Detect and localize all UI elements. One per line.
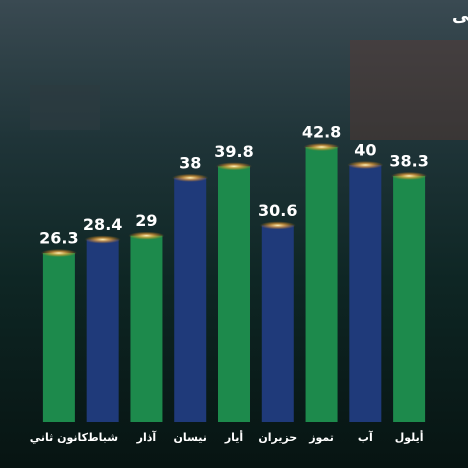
- bar: [393, 175, 426, 422]
- value-label: 28.4: [83, 215, 122, 234]
- x-tick-label: تموز: [308, 431, 334, 444]
- value-label: 29: [135, 211, 157, 230]
- value-label: 42.8: [302, 123, 341, 142]
- value-label: 30.6: [258, 201, 297, 220]
- booth: [30, 85, 100, 130]
- containers: [350, 40, 468, 140]
- value-label: 39.8: [214, 142, 253, 161]
- bar-glow: [40, 249, 77, 258]
- value-label: 26.3: [39, 229, 78, 248]
- x-tick-label: آب: [358, 430, 373, 444]
- bar: [261, 225, 294, 422]
- bar-glow: [259, 221, 296, 230]
- x-tick-label: كانون ثاني: [30, 431, 89, 444]
- bar-glow: [391, 171, 428, 180]
- bar-glow: [84, 235, 121, 244]
- x-tick-label: نيسان: [174, 431, 207, 444]
- x-tick-label: أيلول: [395, 430, 424, 444]
- x-tick-label: شباط: [87, 431, 118, 444]
- bar: [86, 239, 119, 422]
- x-tick-label: أيار: [224, 430, 243, 444]
- value-label: 38.3: [389, 151, 428, 170]
- bar-glow: [172, 173, 209, 182]
- value-label: 38: [179, 153, 201, 172]
- bar: [349, 164, 382, 422]
- bar-glow: [216, 162, 252, 171]
- chart-title: 313 مليون شيكل خلال الأشهر التسعة الأولى: [452, 5, 468, 26]
- bar: [174, 177, 207, 422]
- bar-glow: [303, 143, 340, 151]
- bar: [218, 166, 250, 422]
- x-tick-label: آذار: [136, 430, 157, 444]
- bar: [42, 253, 75, 422]
- value-label: 40: [354, 140, 376, 159]
- bar: [130, 235, 163, 422]
- bar-glow: [347, 160, 384, 169]
- bar: [305, 147, 338, 422]
- bar-glow: [128, 231, 165, 240]
- x-tick-label: حزيران: [258, 431, 297, 444]
